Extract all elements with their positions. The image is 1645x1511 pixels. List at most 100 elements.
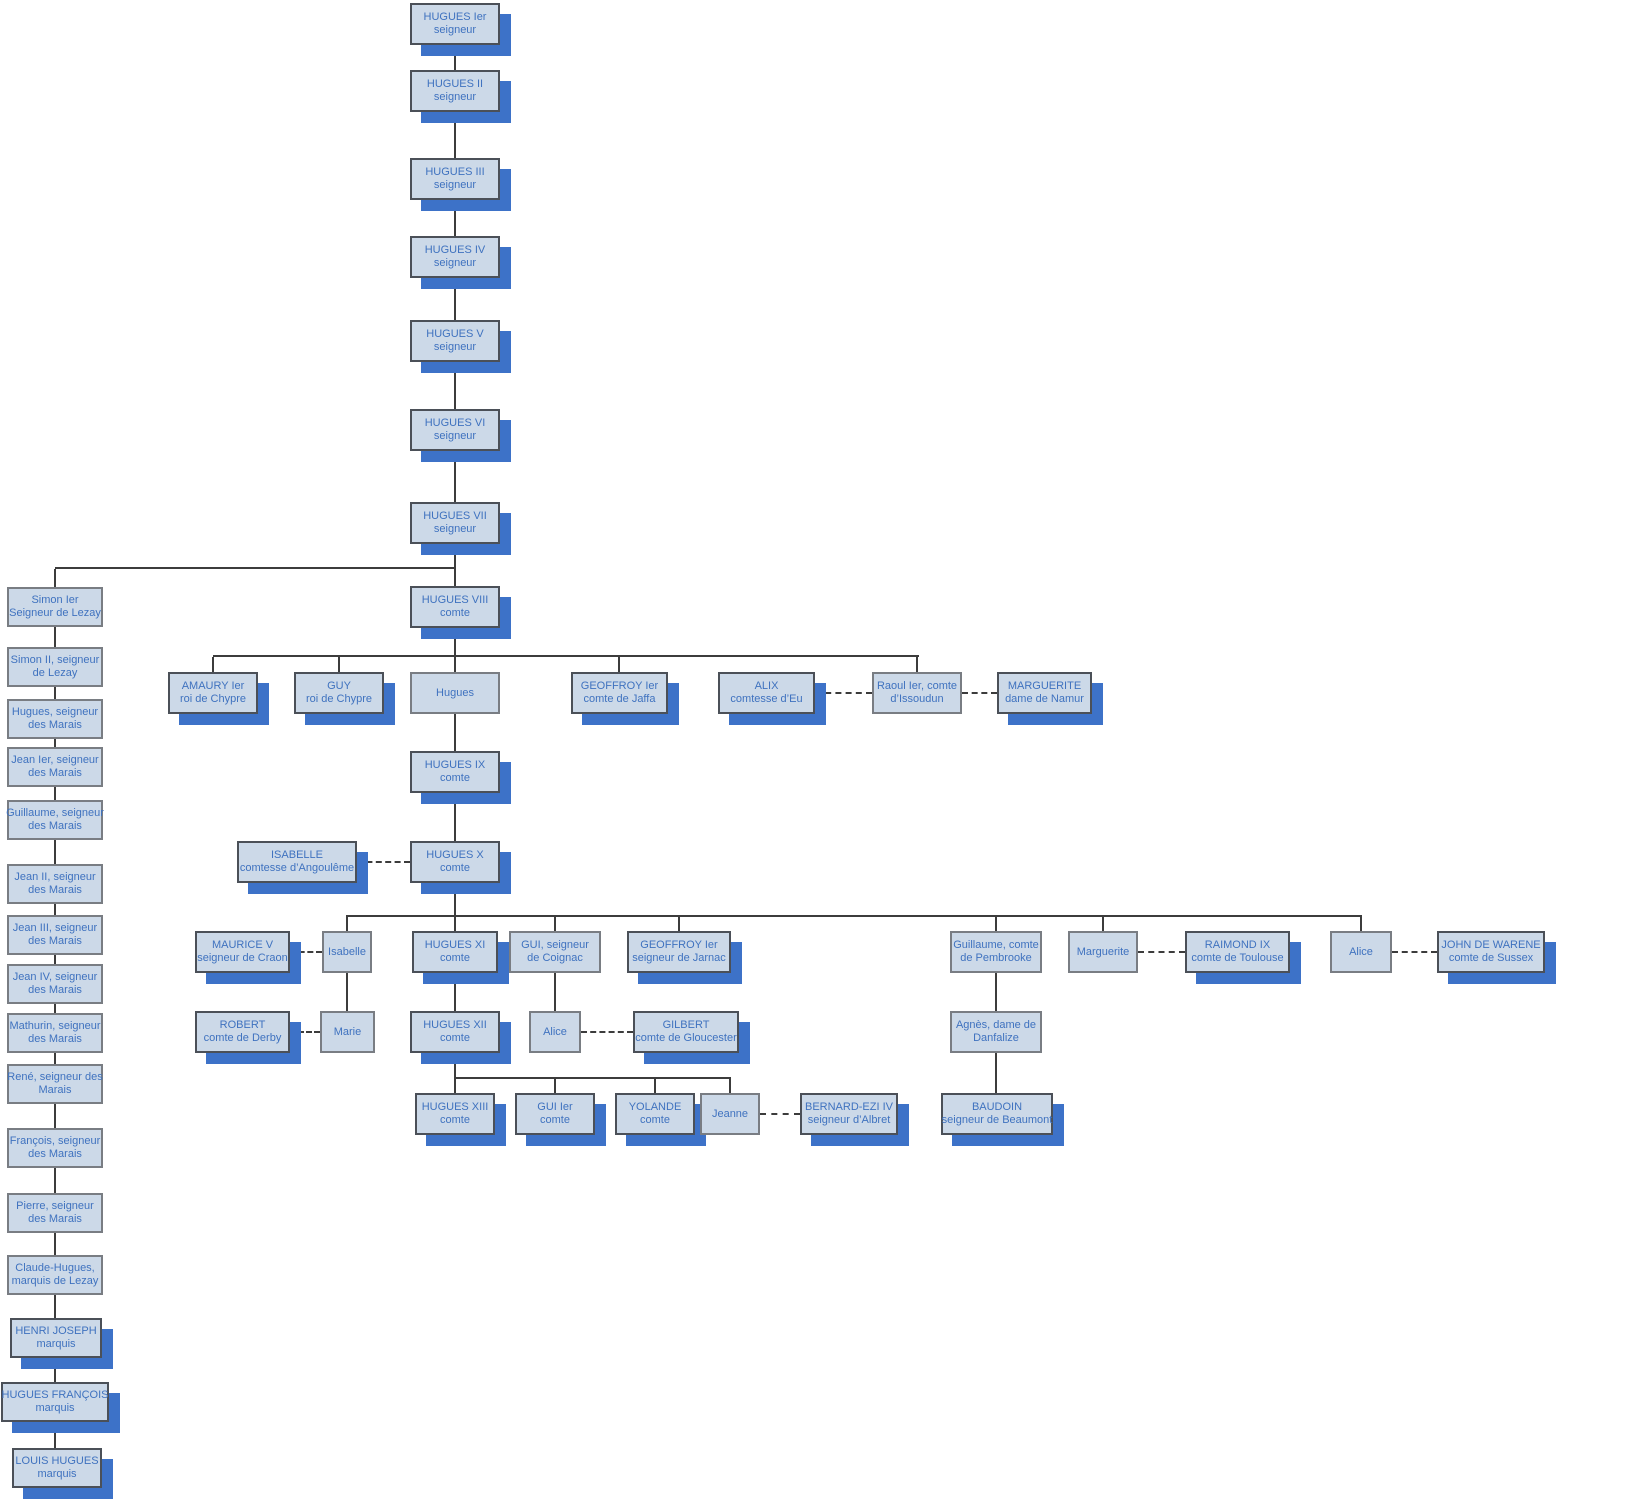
connector-line (346, 973, 348, 1011)
connector-line (54, 1004, 56, 1013)
node-baudoin: BAUDOIN seigneur de Beaumont (941, 1093, 1053, 1135)
node-bernard-ezi: BERNARD-EZI IV seigneur d’Albret (800, 1093, 898, 1135)
connector-line (454, 200, 456, 236)
node-label-line: comte (440, 772, 470, 784)
node-raimond: RAIMOND IX comte de Toulouse (1185, 931, 1290, 973)
node-label-line: Jean IV, seigneur (12, 971, 98, 983)
node-label-line: MAURICE V (211, 939, 274, 951)
node-hugues-fils: Hugues (410, 672, 500, 714)
marriage-dashed-line (962, 692, 997, 694)
node-label-line: comtesse d’Angoulême (239, 862, 355, 874)
node-label-line: comtesse d’Eu (730, 693, 803, 705)
connector-line (554, 917, 556, 931)
node-label-line: des Marais (28, 1213, 82, 1225)
node-hugues-6: HUGUES VI seigneur (410, 409, 500, 451)
node-label-line: BERNARD-EZI IV (804, 1101, 893, 1113)
connector-line (54, 904, 56, 915)
node-label-line: Alice (543, 1025, 567, 1038)
node-label-line: marquis (35, 1402, 75, 1414)
node-hugues-1: HUGUES Ier seigneur (410, 3, 500, 45)
node-label-line: Mathurin, seigneur (9, 1020, 101, 1032)
node-hugues-7: HUGUES VII seigneur (410, 502, 500, 544)
node-label-line: seigneur (433, 523, 477, 535)
connector-line (454, 657, 456, 672)
node-jean-3: Jean III, seigneur des Marais (7, 915, 103, 955)
node-hugues-3: HUGUES III seigneur (410, 158, 500, 200)
connector-line (54, 955, 56, 964)
node-henri-joseph: HENRI JOSEPH marquis (10, 1318, 102, 1358)
node-label-line: Agnès, dame de (955, 1019, 1037, 1031)
node-label-line: comte (440, 607, 470, 619)
node-label-line: comte (640, 1114, 670, 1126)
node-label-line: HUGUES II (426, 78, 484, 90)
node-john-warene: JOHN DE WARENE comte de Sussex (1437, 931, 1545, 973)
node-alix: ALIX comtesse d’Eu (718, 672, 815, 714)
node-hugues-9: HUGUES IX comte (410, 751, 500, 793)
node-label-line: HUGUES IX (424, 759, 486, 771)
node-gui-1: GUI Ier comte (515, 1093, 595, 1135)
node-label-line: LOUIS HUGUES (15, 1455, 99, 1467)
node-geoffroy-jaffa: GEOFFROY Ier comte de Jaffa (571, 672, 668, 714)
connector-line (454, 793, 456, 841)
node-label-line: Jean III, seigneur (12, 922, 98, 934)
node-label-line: AMAURY Ier (181, 680, 245, 692)
node-rene: René, seigneur des Marais (7, 1064, 103, 1104)
connector-line (54, 569, 56, 587)
connector-line (54, 1422, 56, 1448)
node-label-line: seigneur de Jarnac (632, 952, 726, 964)
connector-line (54, 1168, 56, 1193)
node-simon-2: Simon II, seigneur de Lezay (7, 647, 103, 687)
node-label-line: YOLANDE (628, 1101, 682, 1113)
node-label-line: marquis (36, 1338, 76, 1350)
node-hugues-8: HUGUES VIII comte (410, 586, 500, 628)
node-label-line: comte (440, 952, 470, 964)
connector-line (54, 1104, 56, 1128)
connector-line (1360, 917, 1362, 931)
node-label-line: HUGUES XI (424, 939, 486, 951)
node-label-line: François, seigneur (9, 1135, 101, 1147)
node-yolande: YOLANDE comte (615, 1093, 695, 1135)
node-label-line: comte (440, 862, 470, 874)
marriage-dashed-line (760, 1113, 800, 1115)
node-label-line: seigneur de Craon (197, 952, 288, 964)
node-jean-1: Jean Ier, seigneur des Marais (7, 747, 103, 787)
connector-line (454, 1053, 456, 1077)
node-label-line: comte de Jaffa (583, 693, 656, 705)
connector-line (54, 739, 56, 747)
connector-line (346, 917, 348, 931)
node-label-line: MARGUERITE (1007, 680, 1082, 692)
node-label-line: Jean Ier, seigneur (11, 754, 99, 766)
node-label-line: seigneur d’Albret (807, 1114, 891, 1126)
node-label-line: HUGUES VIII (421, 594, 489, 606)
node-mathurin: Mathurin, seigneur des Marais (7, 1013, 103, 1053)
node-amaury: AMAURY Ier roi de Chypre (168, 672, 258, 714)
node-label-line: des Marais (28, 884, 82, 896)
node-isabelle: Isabelle (322, 931, 372, 973)
node-label-line: de Pembrooke (960, 952, 1032, 964)
connector-line (618, 657, 620, 672)
node-jean-4: Jean IV, seigneur des Marais (7, 964, 103, 1004)
node-hugues-2: HUGUES II seigneur (410, 70, 500, 112)
node-label-line: HUGUES VII (423, 510, 487, 522)
node-label-line: dame de Namur (1005, 693, 1084, 705)
node-label-line: Guillaume, seigneur (6, 807, 104, 819)
connector-line (338, 657, 340, 672)
node-label-line: Hugues (436, 686, 474, 699)
connector-line (54, 1053, 56, 1064)
connector-line (454, 883, 456, 915)
connector-line (54, 1233, 56, 1255)
node-pierre: Pierre, seigneur des Marais (7, 1193, 103, 1233)
node-label-line: Jean II, seigneur (14, 871, 96, 883)
connector-line (729, 1079, 731, 1093)
node-label-line: HENRI JOSEPH (15, 1325, 97, 1337)
node-label-line: comte (440, 1114, 470, 1126)
node-label-line: Hugues, seigneur (11, 706, 99, 718)
node-hugues-11: HUGUES XI comte (412, 931, 498, 973)
node-label-line: seigneur de Beaumont (941, 1114, 1053, 1126)
node-label-line: roi de Chypre (305, 693, 373, 705)
node-raoul: Raoul Ier, comte d’Issoudun (872, 672, 962, 714)
node-isabelle-angouleme: ISABELLE comtesse d’Angoulême (237, 841, 357, 883)
node-marguerite: Marguerite (1068, 931, 1138, 973)
